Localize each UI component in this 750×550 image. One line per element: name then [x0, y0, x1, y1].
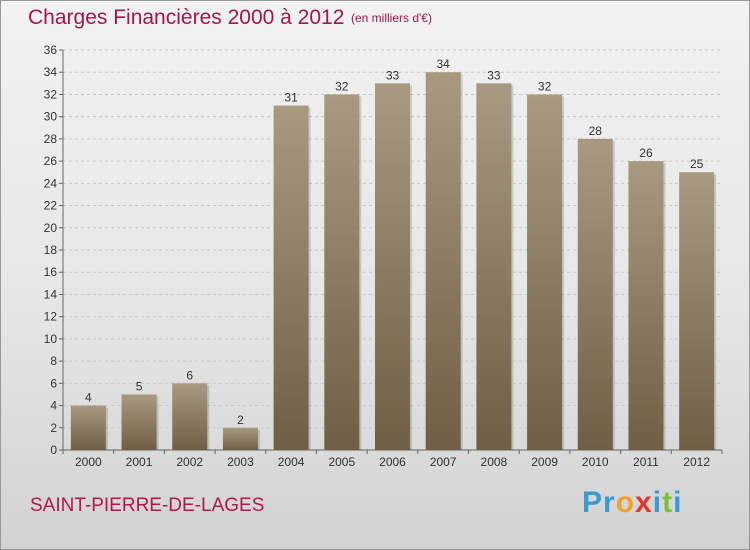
y-tick-label: 26: [44, 154, 58, 168]
bar: [324, 94, 360, 450]
chart-subtitle: (en milliers d'€): [351, 11, 432, 25]
bar-value-label: 26: [639, 146, 653, 160]
labels: 4 2000 5 2001 6 2002 2 2003 31 2004 32 2005 33 2006 34…: [75, 57, 710, 469]
y-tick-label: 16: [44, 265, 58, 279]
y-tick-label: 20: [44, 221, 58, 235]
bar: [679, 172, 715, 450]
bar-value-label: 33: [487, 68, 501, 82]
bar: [425, 72, 461, 450]
bar: [172, 383, 208, 450]
bar: [375, 83, 410, 450]
x-tick-label: 2004: [278, 455, 305, 469]
logo-letter: o: [615, 486, 636, 519]
proxiti-logo[interactable]: Proxiti: [582, 486, 682, 520]
x-tick-label: 2006: [379, 455, 406, 469]
logo-letter: x: [635, 486, 653, 519]
x-tick-label: 2005: [328, 455, 355, 469]
logo-letter: i: [652, 486, 663, 519]
x-tick-label: 2001: [126, 455, 153, 469]
logo-letter: r: [603, 486, 616, 519]
x-tick-label: 2009: [531, 455, 558, 469]
logo-letter: P: [582, 486, 604, 519]
bar-value-label: 34: [437, 57, 451, 71]
y-tick-label: 18: [44, 243, 58, 257]
x-tick-label: 2000: [75, 455, 102, 469]
bar-value-label: 2: [237, 413, 244, 427]
bar-value-label: 5: [136, 379, 143, 393]
x-tick-label: 2002: [176, 455, 203, 469]
y-tick-label: 30: [44, 110, 58, 124]
x-tick-label: 2010: [582, 455, 609, 469]
bars: [70, 72, 717, 451]
y-tick-label: 2: [50, 421, 57, 435]
bar: [527, 94, 563, 450]
y-tick-label: 4: [50, 399, 57, 413]
bar: [476, 83, 512, 450]
y-tick-label: 12: [44, 310, 58, 324]
y-tick-label: 6: [50, 376, 57, 390]
town-name: SAINT-PIERRE-DE-LAGES: [30, 495, 265, 516]
logo-letter: i: [673, 486, 683, 519]
y-tick-label: 28: [44, 132, 58, 146]
y-tick-label: 0: [50, 443, 57, 457]
x-tick-label: 2007: [430, 455, 457, 469]
y-tick-label: 22: [44, 199, 58, 213]
bar-value-label: 28: [589, 124, 603, 138]
bar-value-label: 31: [284, 91, 298, 105]
x-tick-label: 2011: [633, 455, 659, 469]
x-tick-label: 2008: [481, 455, 508, 469]
bar-value-label: 4: [85, 391, 92, 405]
bar-value-label: 32: [335, 79, 349, 93]
x-tick-label: 2012: [683, 455, 710, 469]
y-tick-label: 24: [44, 176, 58, 190]
bar: [121, 394, 157, 450]
bar: [273, 105, 309, 451]
bar: [577, 138, 613, 450]
bar: [222, 427, 258, 450]
logo-letter: t: [662, 486, 674, 519]
x-tick-label: 2003: [227, 455, 254, 469]
bar-value-label: 6: [186, 368, 193, 382]
y-tick-label: 34: [44, 65, 58, 79]
y-tick-label: 36: [44, 43, 58, 57]
bar-value-label: 33: [386, 68, 400, 82]
bar-value-label: 32: [538, 79, 552, 93]
y-tick-label: 8: [50, 354, 57, 368]
bar: [70, 405, 106, 450]
chart-title: Charges Financières 2000 à 2012: [28, 6, 345, 29]
bar: [628, 161, 664, 450]
bar-value-label: 25: [690, 157, 704, 171]
y-tick-label: 14: [44, 287, 58, 301]
y-tick-label: 32: [44, 87, 58, 101]
y-tick-label: 10: [44, 332, 58, 346]
